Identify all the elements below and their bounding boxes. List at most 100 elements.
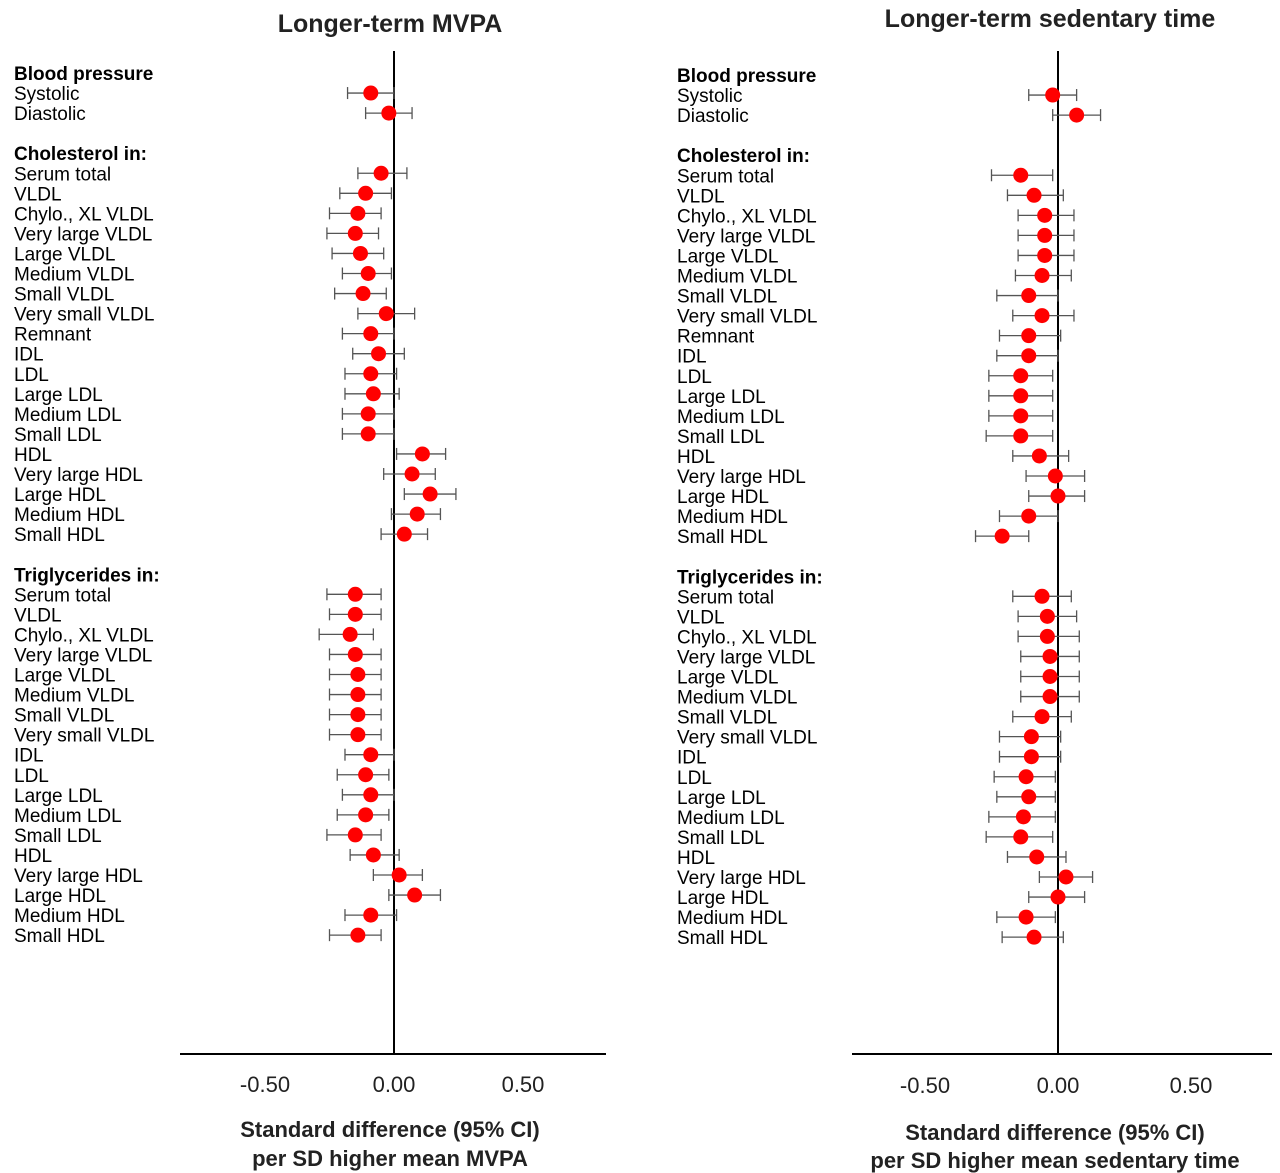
- x-axis-label-line-2: per SD higher mean sedentary time: [870, 1148, 1239, 1173]
- estimate-point: [365, 847, 381, 863]
- row-label-small-hdl: Small HDL: [14, 525, 105, 546]
- row-label-very-small-vldl: Very small VLDL: [677, 307, 817, 328]
- estimate-point: [347, 827, 363, 843]
- group-header-blood-pressure: Blood pressure: [677, 66, 816, 87]
- row-label-hdl: HDL: [14, 846, 52, 867]
- row-label-medium-hdl: Medium HDL: [14, 906, 125, 927]
- row-label-serum-total: Serum total: [14, 164, 111, 185]
- estimate-point: [1013, 388, 1029, 404]
- row-label-large-vldl: Large VLDL: [677, 668, 778, 689]
- row-label-very-small-vldl: Very small VLDL: [14, 726, 154, 747]
- estimate-point: [1037, 247, 1053, 263]
- row-label-ldl: LDL: [14, 766, 49, 787]
- row-label-diastolic: Diastolic: [677, 106, 749, 127]
- estimate-point: [1037, 207, 1053, 223]
- group-header-triglycerides-in: Triglycerides in:: [14, 565, 160, 586]
- estimate-point: [1018, 909, 1034, 925]
- row-label-remnant: Remnant: [14, 325, 92, 346]
- chart-title: Longer-term MVPA: [278, 10, 503, 38]
- estimate-point: [363, 366, 379, 382]
- row-label-medium-hdl: Medium HDL: [677, 908, 788, 929]
- estimate-point: [422, 486, 438, 502]
- estimate-point: [360, 266, 376, 281]
- row-label-medium-vldl: Medium VLDL: [14, 686, 134, 707]
- estimate-point: [363, 85, 379, 101]
- row-label-small-vldl: Small VLDL: [14, 285, 114, 306]
- row-label-medium-vldl: Medium VLDL: [14, 265, 134, 286]
- estimate-point: [350, 927, 366, 943]
- estimate-point: [381, 105, 397, 121]
- estimate-point: [347, 586, 363, 602]
- row-label-very-small-vldl: Very small VLDL: [14, 305, 154, 326]
- row-label-serum-total: Serum total: [677, 587, 774, 608]
- row-label-chylo-xl-vldl: Chylo., XL VLDL: [677, 206, 817, 227]
- row-label-very-large-vldl: Very large VLDL: [14, 224, 152, 245]
- estimate-point: [1042, 689, 1058, 705]
- row-label-large-ldl: Large LDL: [14, 385, 103, 406]
- x-axis-label-line-2: per SD higher mean MVPA: [252, 1146, 528, 1171]
- estimate-point: [350, 205, 366, 221]
- row-label-vldl: VLDL: [677, 186, 725, 207]
- estimate-point: [1023, 749, 1039, 765]
- row-label-systolic: Systolic: [14, 84, 79, 105]
- estimate-point: [1021, 348, 1037, 364]
- row-label-ldl: LDL: [14, 365, 49, 386]
- row-label-chylo-xl-vldl: Chylo., XL VLDL: [677, 627, 817, 648]
- estimate-point: [363, 787, 379, 803]
- row-label-systolic: Systolic: [677, 86, 742, 107]
- row-label-large-ldl: Large LDL: [14, 786, 103, 807]
- row-label-idl: IDL: [14, 345, 44, 366]
- row-label-idl: IDL: [14, 746, 44, 767]
- row-label-medium-ldl: Medium LDL: [14, 405, 122, 426]
- estimate-point: [1021, 789, 1037, 805]
- estimate-point: [1021, 508, 1037, 524]
- estimate-point: [1034, 588, 1050, 604]
- row-label-small-vldl: Small VLDL: [14, 706, 114, 727]
- row-label-large-hdl: Large HDL: [14, 886, 106, 907]
- estimate-point: [1018, 769, 1034, 785]
- estimate-point: [371, 346, 387, 362]
- row-label-small-ldl: Small LDL: [14, 425, 102, 446]
- estimate-point: [358, 807, 374, 823]
- estimate-point: [1023, 729, 1039, 745]
- row-label-chylo-xl-vldl: Chylo., XL VLDL: [14, 204, 154, 225]
- row-label-idl: IDL: [677, 748, 707, 769]
- row-label-idl: IDL: [677, 347, 707, 368]
- row-label-medium-ldl: Medium LDL: [677, 808, 785, 829]
- estimate-point: [1039, 628, 1055, 644]
- estimate-point: [350, 667, 366, 682]
- estimate-point: [363, 747, 379, 763]
- estimate-point: [365, 386, 381, 402]
- panel-sedentary-time: Longer-term sedentary time -0.50 0.00 0.50 S…: [677, 5, 1272, 1173]
- estimate-point: [350, 727, 366, 743]
- row-label-vldl: VLDL: [14, 605, 62, 626]
- estimate-point: [1031, 448, 1047, 464]
- estimate-point: [1015, 809, 1031, 825]
- x-tick-label: 0.00: [1037, 1073, 1080, 1098]
- row-label-medium-vldl: Medium VLDL: [677, 688, 797, 709]
- row-label-large-vldl: Large VLDL: [677, 246, 778, 267]
- estimate-point: [350, 687, 366, 703]
- row-label-remnant: Remnant: [677, 327, 755, 348]
- row-label-medium-hdl: Medium HDL: [14, 505, 125, 526]
- estimate-point: [350, 707, 366, 723]
- row-label-hdl: HDL: [677, 848, 715, 869]
- estimate-point: [404, 466, 420, 482]
- panel-mvpa: Longer-term MVPA -0.50 0.00 0.50 Standard di…: [14, 10, 606, 1171]
- estimate-point: [358, 767, 374, 783]
- row-label-chylo-xl-vldl: Chylo., XL VLDL: [14, 625, 154, 646]
- estimate-point: [1026, 929, 1042, 945]
- estimate-point: [1050, 889, 1066, 905]
- estimate-point: [352, 245, 368, 261]
- estimate-point: [347, 646, 363, 662]
- row-label-small-vldl: Small VLDL: [677, 708, 777, 729]
- group-header-cholesterol-in: Cholesterol in:: [677, 146, 810, 167]
- estimate-point: [1034, 308, 1050, 324]
- estimate-point: [1034, 268, 1050, 283]
- row-label-large-ldl: Large LDL: [677, 788, 766, 809]
- estimate-point: [1013, 167, 1029, 183]
- estimate-point: [373, 165, 389, 181]
- estimate-point: [396, 526, 412, 542]
- x-tick-label: 0.00: [373, 1072, 416, 1097]
